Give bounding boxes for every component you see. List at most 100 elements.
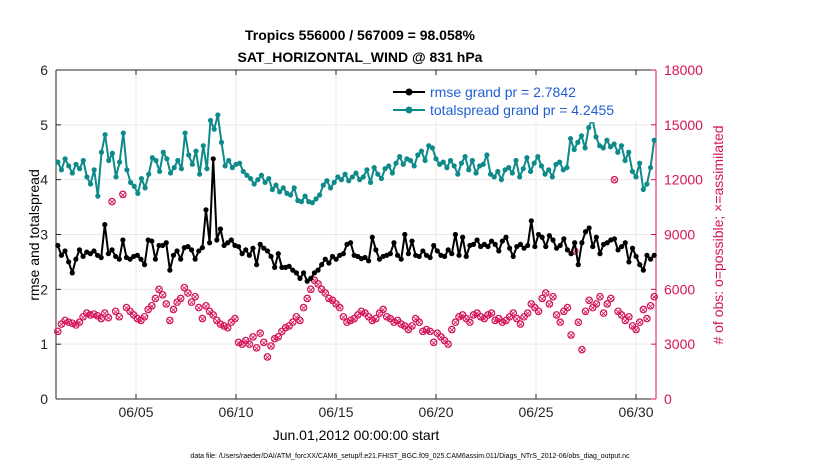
rmse-point xyxy=(329,253,336,260)
rmse-point xyxy=(604,240,610,246)
totalspread-point xyxy=(407,157,414,164)
totalspread-point xyxy=(149,155,155,161)
totalspread-point xyxy=(509,170,515,176)
totalspread-point xyxy=(647,165,654,171)
y-right-tick-label: 15000 xyxy=(664,117,703,133)
rmse-point xyxy=(543,243,549,250)
totalspread-point xyxy=(520,166,526,172)
totalspread-point xyxy=(317,192,323,198)
obs-assimilated-point: × xyxy=(195,303,203,314)
obs-possible-point xyxy=(270,334,279,343)
totalspread-point xyxy=(124,167,130,173)
totalspread-point xyxy=(444,165,450,171)
rmse-point xyxy=(113,253,119,260)
rmse-point xyxy=(80,253,86,260)
rmse-point xyxy=(394,252,401,258)
obs-possible-point xyxy=(303,294,312,303)
obs-assimilated-point: × xyxy=(307,285,315,296)
rmse-point xyxy=(622,240,628,246)
rmse-point xyxy=(568,251,574,257)
obs-assimilated-point: × xyxy=(433,329,441,340)
rmse-point xyxy=(521,245,527,251)
obs-possible-point xyxy=(281,323,290,332)
totalspread-point xyxy=(397,154,403,160)
totalspread-point xyxy=(200,143,206,149)
totalspread-point xyxy=(524,155,530,161)
totalspread-point xyxy=(531,160,537,166)
totalspread-point xyxy=(455,171,461,177)
y-left-tick-label: 4 xyxy=(40,172,48,188)
totalspread-point xyxy=(106,157,112,164)
obs-possible-point xyxy=(513,314,521,323)
obs-assimilated-point: × xyxy=(570,246,578,257)
totalspread-point xyxy=(113,174,119,180)
totalspread-point xyxy=(87,181,94,187)
obs-assimilated-point: × xyxy=(350,314,358,325)
totalspread-point xyxy=(211,126,217,132)
obs-assimilated-point: × xyxy=(607,294,615,305)
rmse-point xyxy=(510,253,516,260)
rmse-point xyxy=(174,248,180,254)
totalspread-point xyxy=(175,157,181,164)
totalspread-point xyxy=(557,159,563,165)
totalspread-point xyxy=(517,174,523,180)
x-tick-label: 06/30 xyxy=(618,404,653,420)
rmse-point xyxy=(611,236,618,242)
obs-assimilated-point: × xyxy=(509,309,517,320)
totalspread-point xyxy=(193,148,199,154)
data-file-footer: data file: /Users/raeder/DAI/ATM_forcXX/… xyxy=(190,453,630,460)
obs-assimilated-point: × xyxy=(567,331,575,342)
obs-assimilated-point: × xyxy=(169,305,177,316)
rmse-point xyxy=(246,252,252,258)
obs-assimilated-point: × xyxy=(162,299,170,310)
obs-assimilated-point: × xyxy=(126,307,134,318)
obs-assimilated-point: × xyxy=(401,321,409,332)
totalspread-point xyxy=(458,160,465,166)
rmse-point xyxy=(615,247,621,253)
obs-assimilated-point: × xyxy=(574,318,582,329)
totalspread-point xyxy=(575,139,581,145)
rmse-point xyxy=(134,252,140,258)
obs-possible-point xyxy=(151,294,160,303)
obs-assimilated-point: × xyxy=(487,309,495,320)
obs-possible-point xyxy=(596,292,604,301)
obs-possible-point xyxy=(578,345,586,354)
obs-assimilated-point: × xyxy=(495,314,503,325)
totalspread-point xyxy=(567,135,574,142)
obs-possible-point xyxy=(307,285,315,294)
rmse-point xyxy=(626,259,632,265)
rmse-point xyxy=(460,234,466,240)
obs-assimilated-point: × xyxy=(101,309,109,320)
rmse-point xyxy=(557,242,563,249)
obs-assimilated-point: × xyxy=(260,338,268,349)
obs-assimilated-point: × xyxy=(180,283,188,294)
totalspread-point xyxy=(204,166,210,172)
obs-possible-point xyxy=(267,342,275,350)
obs-possible-point xyxy=(469,311,478,319)
rmse-point xyxy=(572,240,578,246)
obs-possible-point xyxy=(451,318,460,327)
obs-possible-point xyxy=(288,318,297,327)
rmse-point xyxy=(152,256,158,262)
obs-possible-point xyxy=(397,320,405,328)
rmse-point xyxy=(463,253,469,260)
rmse-point xyxy=(456,252,462,258)
rmse-point xyxy=(192,256,198,262)
y-axis-left-ticks: 0 1 2 3 4 5 6 xyxy=(40,62,61,407)
obs-possible-point xyxy=(115,312,124,321)
totalspread-point xyxy=(582,145,588,151)
obs-possible-point xyxy=(487,309,496,317)
rmse-point xyxy=(651,252,657,258)
rmse-point xyxy=(561,236,567,242)
rmse-point xyxy=(58,252,65,258)
totalspread-point xyxy=(487,171,494,177)
totalspread-point xyxy=(313,196,319,202)
obs-assimilated-point: × xyxy=(542,288,550,299)
totalspread-point xyxy=(451,163,457,169)
x-tick-label: 06/20 xyxy=(418,404,453,420)
obs-assimilated-point: × xyxy=(256,329,264,340)
rmse-point xyxy=(141,262,148,268)
obs-assimilated-point: × xyxy=(549,292,557,303)
obs-possible-point xyxy=(147,301,156,310)
